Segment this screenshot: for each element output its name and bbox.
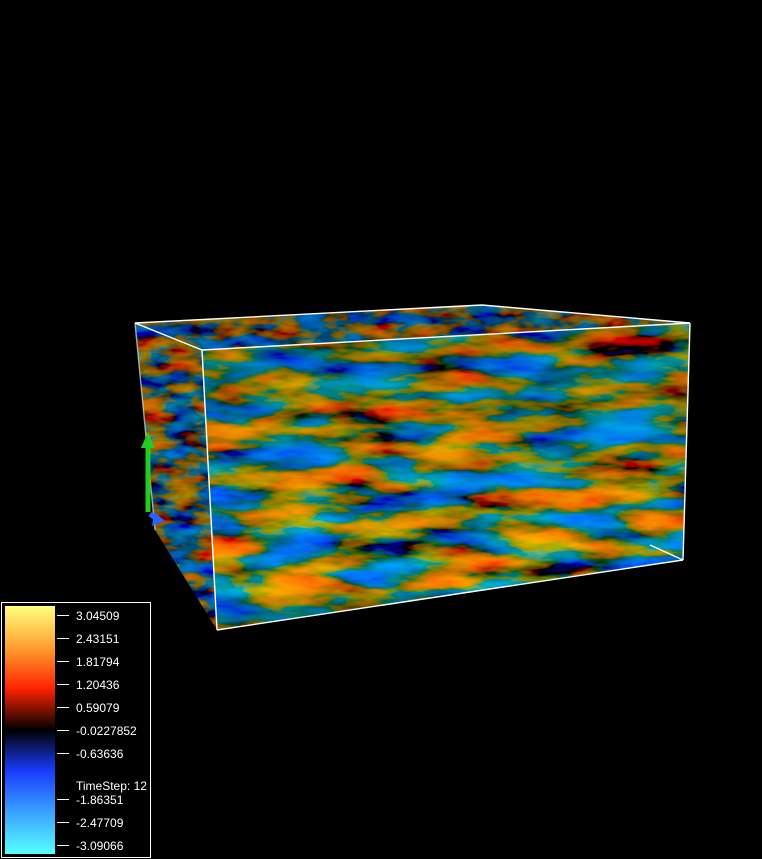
orientation-axes [141,432,165,526]
volume-front-face [202,323,690,630]
colorbar-tick-mark [57,845,69,846]
colorbar-tick-label: -1.86351 [76,793,124,807]
timestep-label: TimeStep: 12 [76,779,147,793]
colorbar-tick-mark [57,730,69,731]
colorbar-tick-label: 1.81794 [76,655,120,669]
colorbar-tick-label: 2.43151 [76,632,120,646]
bounding-box-outline [134,304,691,631]
colorbar-tick-label: -0.0227852 [76,724,137,738]
colorbar-tick-label: -0.63636 [76,747,124,761]
colorbar-tick-mark [57,799,69,800]
colorbar-tick-label: -2.47709 [76,816,124,830]
colorbar-tick-mark [57,753,69,754]
colorbar-tick-label: 1.20436 [76,678,120,692]
colorbar-tick-label: -3.09066 [76,839,124,853]
colorbar-tick-label: 3.04509 [76,609,120,623]
colorbar-tick-mark [57,684,69,685]
colorbar-tick-mark [57,615,69,616]
colorbar-tick-mark [57,707,69,708]
colorbar-tick-mark [57,822,69,823]
colorbar-tick-mark [57,638,69,639]
colorbar-tick-label: 0.59079 [76,701,120,715]
color-legend: 3.04509 2.43151 1.81794 1.20436 0.59079 -0.02… [1,602,151,858]
colorbar-tick-mark [57,661,69,662]
colorbar [5,606,55,854]
